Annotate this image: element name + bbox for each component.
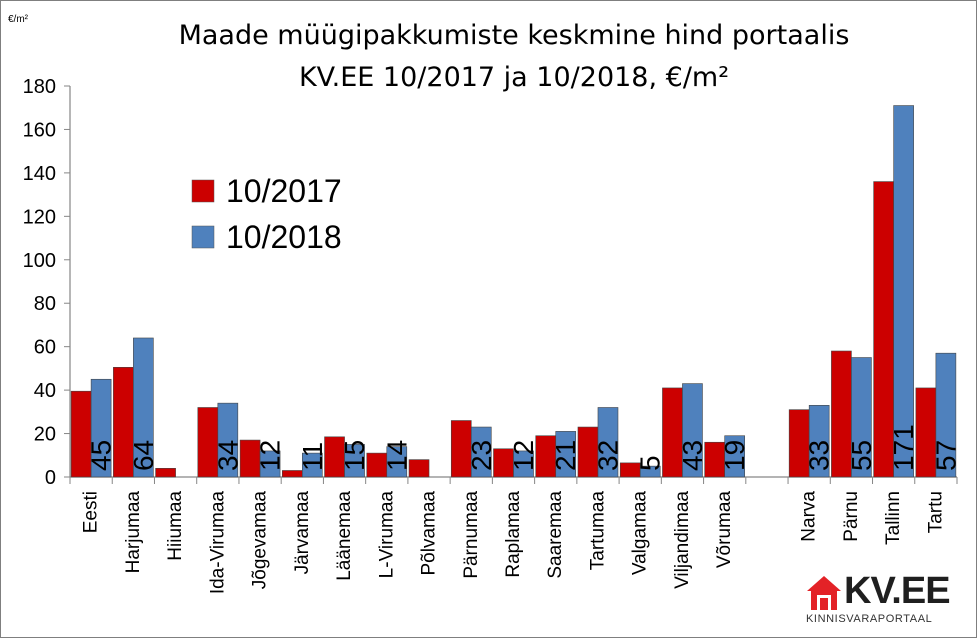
bar-2017-põlvamaa	[408, 459, 430, 478]
x-tick-label-hiiumaa: Hiiumaa	[165, 491, 186, 561]
y-tick-label: 60	[34, 337, 56, 359]
legend-swatch-2017	[191, 179, 215, 203]
data-label-2018-raplamaa: 12	[508, 440, 539, 471]
x-tick-label-raplamaa: Raplamaa	[503, 491, 524, 578]
data-label-2018-pärnumaa: 23	[466, 440, 497, 471]
x-tick-label-viljandimaa: Viljandimaa	[672, 491, 693, 589]
bar-2018-jõgevamaa	[259, 450, 281, 478]
data-label-2018-valgamaa: 5	[635, 455, 666, 471]
x-tick-label-pärnumaa: Pärnumaa	[461, 491, 482, 579]
x-tick-label-harjumaa: Harjumaa	[123, 491, 144, 574]
bars	[70, 105, 957, 478]
data-label-2018-viljandimaa: 43	[677, 440, 708, 471]
y-tick-label: 20	[34, 424, 56, 446]
data-label-2018-l-virumaa: 14	[381, 440, 412, 471]
bar-2018-järvamaa	[302, 452, 323, 478]
data-labels: 45 64 34 12 11 15 14 23 12 21 32 5 43 19 33 55 171 57	[86, 424, 962, 471]
x-tick-label-narva: Narva	[799, 491, 820, 542]
y-tick-label: 100	[23, 250, 56, 272]
data-label-2018-läänemaa: 15	[339, 440, 370, 471]
data-label-2018-võrumaa: 19	[719, 440, 750, 471]
x-tick-label-pärnu: Pärnu	[841, 491, 862, 542]
x-tick-label-eesti: Eesti	[81, 491, 102, 533]
x-tick-label-ida-virumaa: Ida-Virumaa	[207, 491, 228, 595]
x-tick-label-jõgevamaa: Jõgevamaa	[250, 491, 271, 590]
y-tick-label: 180	[23, 76, 56, 98]
y-tick-label: 120	[23, 206, 56, 228]
data-label-2018-tartu: 57	[930, 440, 961, 471]
x-tick-label-läänemaa: Läänemaa	[334, 491, 355, 581]
bar-2018-harjumaa	[133, 337, 154, 478]
data-label-2018-tartumaa: 32	[592, 440, 623, 471]
x-tick-label-tartumaa: Tartumaa	[587, 491, 608, 571]
legend-swatch-2018	[191, 225, 215, 249]
bar-2017-hiiumaa	[155, 468, 176, 478]
data-label-2018-narva: 33	[804, 440, 835, 471]
x-tick-label-tallinn: Tallinn	[883, 491, 904, 545]
data-label-2018-harjumaa: 64	[128, 440, 159, 471]
x-tick-label-võrumaa: Võrumaa	[714, 491, 735, 569]
bar-2018-l-virumaa	[386, 446, 408, 478]
y-tick-label: 80	[34, 293, 56, 315]
x-tick-label-tartu: Tartu	[925, 491, 946, 533]
bar-2018-tartu	[935, 352, 957, 478]
legend: 10/2017 10/2018	[191, 173, 342, 255]
x-tick-labels: Eesti Harjumaa Hiiumaa Ida-Virumaa Jõgevamaa…	[81, 491, 947, 595]
bar-2018-pärnu	[851, 357, 872, 478]
data-label-2018-eesti: 45	[86, 440, 117, 471]
chart-title-line-1: Maade müügipakkumiste keskmine hind port…	[179, 20, 850, 51]
logo-name: KV.EE	[844, 570, 951, 612]
data-label-2018-ida-virumaa: 34	[212, 440, 243, 471]
x-tick-label-l-virumaa: L-Virumaa	[376, 491, 397, 579]
x-tick-label-põlvamaa: Põlvamaa	[419, 491, 440, 576]
x-tick-label-saaremaa: Saaremaa	[545, 491, 566, 579]
bar-2018-ida-virumaa	[217, 402, 239, 478]
data-label-2018-pärnu: 55	[846, 440, 877, 471]
unit-label: €/m²	[8, 14, 29, 25]
axes: 0 20 40 60 80 100 120 140 160 180	[23, 76, 958, 489]
bar-2018-pärnumaa	[470, 426, 492, 478]
data-label-2018-jõgevamaa: 12	[255, 440, 286, 471]
legend-label-2018: 10/2018	[226, 219, 342, 255]
house-icon	[807, 576, 841, 610]
chart-title-line-2: KV.EE 10/2017 ja 10/2018, €/m²	[299, 62, 729, 93]
bar-2018-raplamaa	[513, 450, 534, 478]
x-tick-label-valgamaa: Valgamaa	[630, 491, 651, 576]
legend-label-2017: 10/2017	[226, 173, 342, 209]
data-label-2018-järvamaa: 11	[297, 442, 328, 471]
logo-tagline: KINNISVARAPORTAAL	[806, 613, 933, 625]
y-tick-label: 0	[45, 467, 56, 489]
y-tick-label: 140	[23, 163, 56, 185]
y-tick-label: 40	[34, 380, 56, 402]
data-label-2018-saaremaa: 21	[550, 440, 581, 471]
bar-2018-saaremaa	[555, 431, 577, 478]
y-tick-label: 160	[23, 119, 56, 141]
bar-2018-läänemaa	[344, 444, 365, 478]
bar-2018-narva	[808, 405, 830, 478]
bar-2018-valgamaa	[639, 465, 661, 478]
data-label-2018-tallinn: 171	[888, 424, 919, 471]
bar-2018-eesti	[90, 378, 112, 478]
kvee-logo[interactable]: KV.EE KINNISVARAPORTAAL	[806, 570, 966, 628]
bar-2018-võrumaa	[724, 435, 745, 478]
bar-2018-viljandimaa	[682, 383, 703, 478]
bar-2018-tallinn	[893, 105, 914, 478]
x-tick-label-järvamaa: Järvamaa	[292, 491, 313, 575]
bar-2018-tartumaa	[597, 407, 619, 478]
